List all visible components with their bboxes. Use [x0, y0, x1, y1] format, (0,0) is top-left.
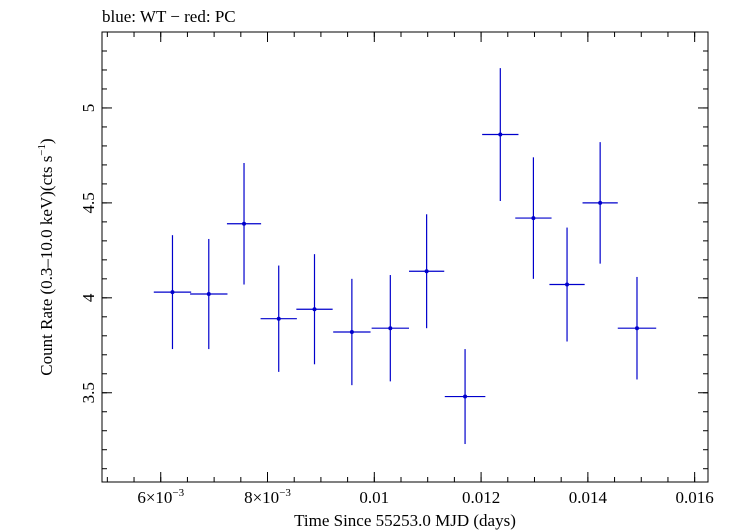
x-tick-label-text: 6×10: [137, 488, 172, 507]
data-marker: [565, 282, 570, 287]
y-tick-label: 5: [79, 104, 98, 113]
data-marker: [206, 292, 211, 297]
x-tick-label: 8×10−3: [244, 487, 291, 507]
data-point: [153, 235, 192, 350]
data-point: [371, 275, 410, 382]
x-tick-label: 0.016: [676, 488, 714, 507]
data-marker: [598, 200, 603, 205]
data-point: [333, 278, 371, 386]
data-marker: [463, 394, 468, 399]
y-axis-label-end: ): [37, 138, 56, 144]
data-marker: [312, 307, 317, 312]
data-point: [582, 142, 618, 264]
data-marker: [634, 326, 639, 331]
data-marker: [349, 330, 354, 334]
data-point: [226, 163, 262, 285]
data-point: [444, 349, 486, 445]
y-tick-label: 4.5: [79, 192, 98, 213]
data-marker: [424, 269, 429, 274]
data-marker: [388, 326, 393, 331]
y-axis-label: Count Rate (0.3–10.0 keV)(cts s−1): [36, 138, 56, 375]
x-tick-label: 0.014: [569, 488, 608, 507]
data-marker: [498, 132, 503, 137]
data-point: [482, 68, 519, 201]
y-axis-label-sup: −1: [36, 144, 48, 156]
data-marker: [170, 290, 175, 295]
data-point: [515, 157, 552, 279]
x-tick-label-text: 0.012: [462, 488, 500, 507]
x-tick-label: 0.01: [359, 488, 389, 507]
y-tick-label: 4: [79, 293, 98, 302]
data-point: [260, 265, 297, 372]
axis-ticks: [102, 31, 708, 482]
x-tick-label-text: 0.016: [676, 488, 714, 507]
x-tick-label-text: 0.014: [569, 488, 608, 507]
data-point: [296, 254, 333, 365]
x-tick-label-text: 8×10: [244, 488, 279, 507]
x-axis-label: Time Since 55253.0 MJD (days): [294, 511, 516, 530]
data-point: [190, 238, 228, 350]
x-tick-label-exponent: −3: [172, 487, 184, 499]
x-tick-label: 0.012: [462, 488, 500, 507]
data-points: [153, 68, 657, 445]
x-tick-label-text: 0.01: [359, 488, 389, 507]
x-tick-label-exponent: −3: [279, 487, 291, 499]
data-marker: [531, 216, 536, 221]
plot-frame: [101, 31, 709, 483]
chart-title: blue: WT − red: PC: [102, 7, 236, 26]
y-tick-label: 3.5: [79, 382, 98, 403]
data-marker: [276, 316, 281, 321]
data-point: [549, 227, 585, 342]
data-point: [617, 276, 657, 380]
y-axis-label-main: Count Rate (0.3–10.0 keV)(cts s: [37, 156, 56, 376]
data-marker: [242, 221, 247, 226]
x-tick-label: 6×10−3: [137, 487, 184, 507]
data-point: [409, 214, 445, 329]
